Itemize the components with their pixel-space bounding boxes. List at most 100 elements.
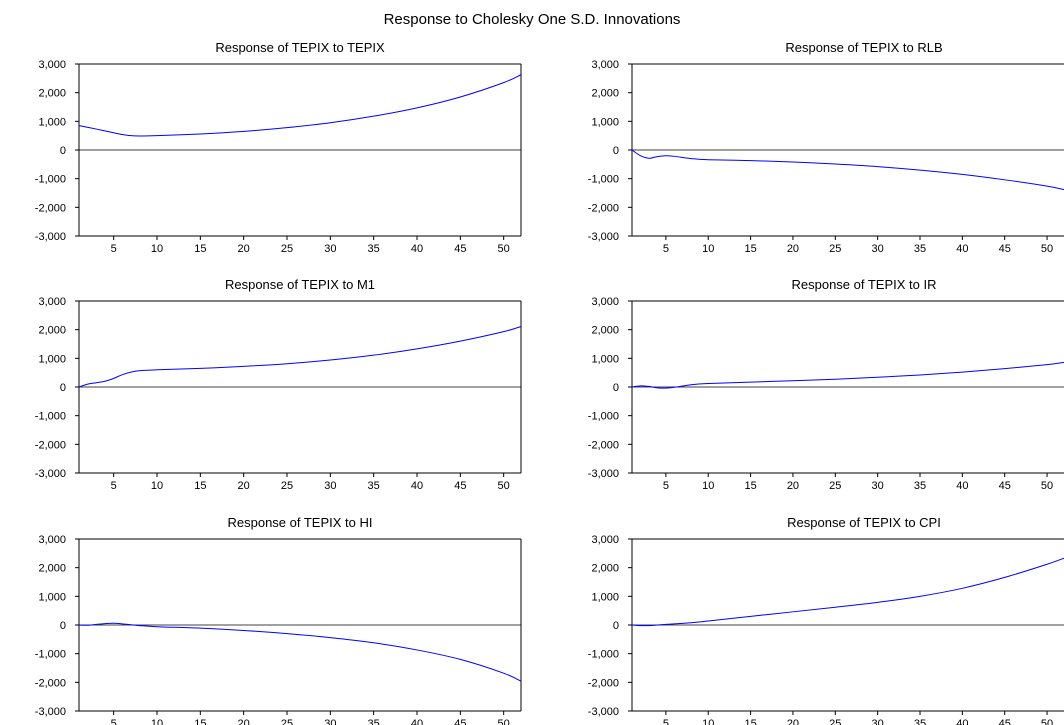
y-tick-label: 3,000 xyxy=(38,534,66,546)
x-tick-label: 45 xyxy=(454,480,466,492)
series-line-1 xyxy=(631,361,1064,389)
x-tick-label: 40 xyxy=(956,718,968,725)
y-tick-label: 2,000 xyxy=(38,88,66,100)
y-tick-label: -3,000 xyxy=(588,706,619,718)
y-tick-label: -3,000 xyxy=(35,706,66,718)
x-tick-label: 30 xyxy=(872,243,884,255)
panel-4: Response of TEPIX to IR -3,000 -2,000 -1,00… xyxy=(588,277,1064,492)
x-tick-label: 15 xyxy=(194,243,206,255)
x-tick-label: 35 xyxy=(914,718,926,725)
y-tick-label: 1,000 xyxy=(38,116,66,128)
y-tick-label: -1,000 xyxy=(35,411,66,423)
y-tick-label: -3,000 xyxy=(588,468,619,480)
x-tick-label: 20 xyxy=(238,718,250,725)
x-tick-label: 40 xyxy=(411,243,423,255)
y-tick-label: 1,000 xyxy=(591,353,619,365)
x-tick-label: 15 xyxy=(744,480,756,492)
x-tick-label: 5 xyxy=(663,480,669,492)
y-tick-label: 1,000 xyxy=(38,591,66,603)
y-tick-label: -1,000 xyxy=(588,411,619,423)
x-tick-label: 35 xyxy=(368,243,380,255)
panel-1: Response of TEPIX to TEPIX -3,000 -2,000 -1… xyxy=(35,40,522,255)
series-line-1 xyxy=(78,622,522,682)
x-tick-label: 30 xyxy=(872,718,884,725)
x-tick-label: 15 xyxy=(744,718,756,725)
x-tick-label: 30 xyxy=(324,480,336,492)
y-tick-label: -2,000 xyxy=(35,677,66,689)
x-tick-label: 25 xyxy=(281,718,293,725)
x-tick-label: 5 xyxy=(663,243,669,255)
x-tick-label: 20 xyxy=(787,718,799,725)
y-tick-label: 0 xyxy=(613,382,619,394)
x-tick-label: 50 xyxy=(1041,243,1053,255)
y-tick-label: -1,000 xyxy=(35,649,66,661)
panel-3: Response of TEPIX to M1 -3,000 -2,000 -1,00… xyxy=(35,277,522,492)
y-tick-label: 0 xyxy=(613,620,619,632)
panel-title: Response of TEPIX to RLB xyxy=(785,40,942,55)
x-tick-label: 10 xyxy=(151,718,163,725)
y-tick-label: 3,000 xyxy=(591,296,619,308)
figure-title: Response to Cholesky One S.D. Innovation… xyxy=(384,11,681,28)
x-tick-label: 15 xyxy=(194,480,206,492)
panel-title: Response of TEPIX to M1 xyxy=(225,277,375,292)
x-tick-label: 40 xyxy=(956,243,968,255)
y-tick-label: 3,000 xyxy=(591,534,619,546)
y-tick-label: -2,000 xyxy=(588,202,619,214)
x-tick-label: 20 xyxy=(787,243,799,255)
y-tick-label: -3,000 xyxy=(588,231,619,243)
y-tick-label: -2,000 xyxy=(588,439,619,451)
x-tick-label: 25 xyxy=(829,243,841,255)
y-tick-label: -2,000 xyxy=(588,677,619,689)
x-tick-label: 5 xyxy=(111,718,117,725)
x-tick-label: 20 xyxy=(238,243,250,255)
x-tick-label: 30 xyxy=(324,718,336,725)
series-line-1 xyxy=(78,326,522,388)
x-tick-label: 20 xyxy=(238,480,250,492)
x-tick-label: 30 xyxy=(324,243,336,255)
panel-title: Response of TEPIX to HI xyxy=(228,515,373,530)
y-tick-label: 2,000 xyxy=(591,325,619,337)
x-tick-label: 20 xyxy=(787,480,799,492)
x-tick-label: 45 xyxy=(999,243,1011,255)
panel-6: Response of TEPIX to CPI -3,000 -2,000 -1,0… xyxy=(588,515,1064,725)
x-tick-label: 15 xyxy=(194,718,206,725)
x-tick-label: 10 xyxy=(702,480,714,492)
panel-title: Response of TEPIX to IR xyxy=(792,277,937,292)
y-tick-label: 2,000 xyxy=(591,88,619,100)
x-tick-label: 10 xyxy=(702,718,714,725)
x-tick-label: 45 xyxy=(999,718,1011,725)
y-tick-label: 1,000 xyxy=(591,116,619,128)
y-tick-label: 2,000 xyxy=(591,563,619,575)
y-tick-label: -3,000 xyxy=(35,468,66,480)
panel-5: Response of TEPIX to HI -3,000 -2,000 -1,00… xyxy=(35,515,522,725)
x-tick-label: 40 xyxy=(956,480,968,492)
x-tick-label: 45 xyxy=(999,480,1011,492)
y-tick-label: 0 xyxy=(613,145,619,157)
series-line-1 xyxy=(78,74,522,137)
y-tick-label: -2,000 xyxy=(35,202,66,214)
x-tick-label: 25 xyxy=(281,243,293,255)
x-tick-label: 25 xyxy=(829,718,841,725)
y-tick-label: 3,000 xyxy=(591,59,619,71)
x-tick-label: 50 xyxy=(498,480,510,492)
x-tick-label: 45 xyxy=(454,718,466,725)
x-tick-label: 45 xyxy=(454,243,466,255)
y-tick-label: 2,000 xyxy=(38,325,66,337)
y-tick-label: 0 xyxy=(60,620,66,632)
y-tick-label: 2,000 xyxy=(38,563,66,575)
x-tick-label: 15 xyxy=(744,243,756,255)
x-tick-label: 50 xyxy=(498,718,510,725)
x-tick-label: 40 xyxy=(411,718,423,725)
panel-title: Response of TEPIX to CPI xyxy=(787,515,941,530)
panel-title: Response of TEPIX to TEPIX xyxy=(215,40,385,55)
y-tick-label: 1,000 xyxy=(591,591,619,603)
x-tick-label: 30 xyxy=(872,480,884,492)
x-tick-label: 50 xyxy=(1041,480,1053,492)
y-tick-label: -2,000 xyxy=(35,439,66,451)
x-tick-label: 35 xyxy=(914,480,926,492)
x-tick-label: 5 xyxy=(111,243,117,255)
y-tick-label: 3,000 xyxy=(38,59,66,71)
y-tick-label: 0 xyxy=(60,382,66,394)
y-tick-label: -3,000 xyxy=(35,231,66,243)
series-line-1 xyxy=(631,557,1064,627)
